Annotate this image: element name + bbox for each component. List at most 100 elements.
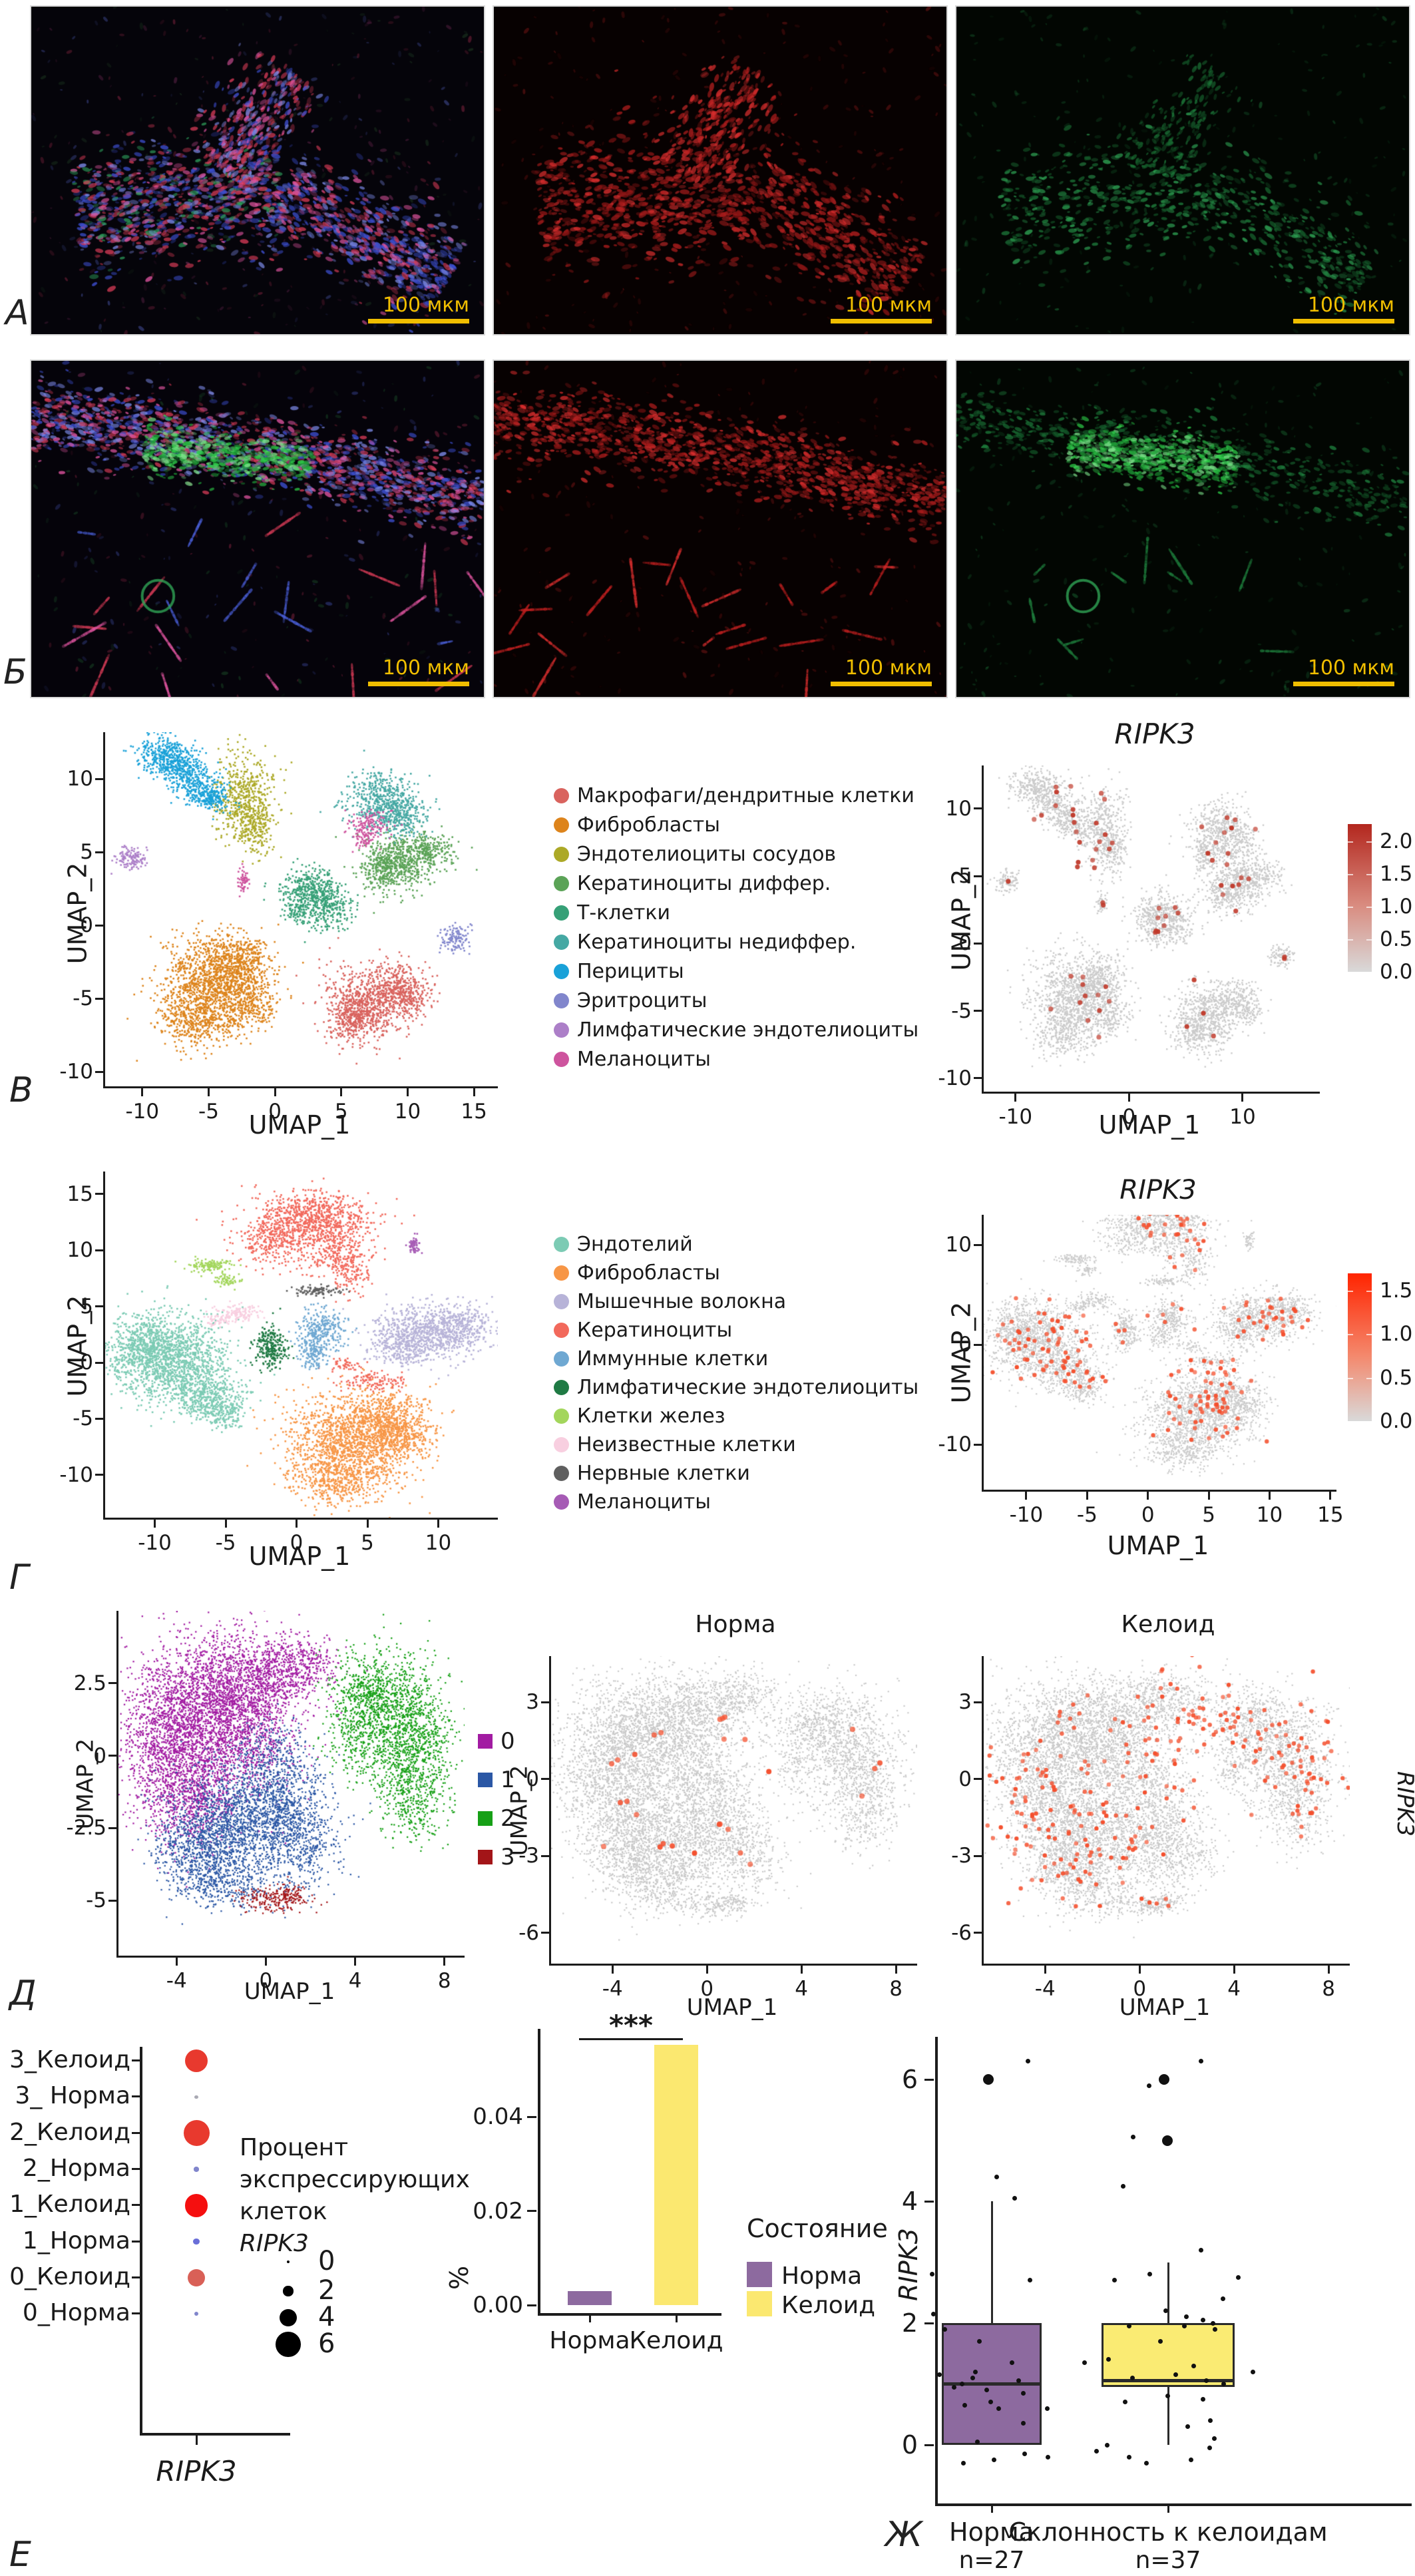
y-tick-label: 0 bbox=[958, 1767, 972, 1791]
dotplot-row-tick bbox=[132, 2312, 141, 2315]
y-tick bbox=[974, 807, 982, 810]
x-tick-label: -10 bbox=[998, 1105, 1033, 1129]
boxplot-x-tick bbox=[1167, 2505, 1169, 2513]
x-tick-label: -10 bbox=[125, 1100, 160, 1124]
boxplot-point bbox=[1130, 2375, 1135, 2380]
barchart-x-tick bbox=[675, 2314, 678, 2322]
boxplot-point bbox=[1184, 2314, 1189, 2320]
legend-dot-swatch bbox=[554, 905, 569, 921]
dotplot-dot bbox=[183, 2120, 210, 2147]
boxplot-point bbox=[1212, 2326, 1217, 2332]
legend-item-label: Фибробласты bbox=[577, 1261, 720, 1285]
y-tick-label: 0 bbox=[958, 1333, 972, 1357]
boxplot-y-axis-label: RIPK3 bbox=[893, 2228, 923, 2301]
y-tick-label: 10 bbox=[945, 796, 972, 821]
boxplot-point bbox=[1104, 2442, 1110, 2448]
colorbar-tick-label: 0.0 bbox=[1380, 960, 1413, 984]
legend-item: Меланоциты bbox=[554, 1048, 918, 1071]
boxplot-point bbox=[1020, 2421, 1026, 2426]
scalebar-label: 100 мкм bbox=[1307, 294, 1394, 317]
y-tick-label: 3 bbox=[958, 1690, 972, 1715]
panel-label-e: Е bbox=[9, 2535, 31, 2575]
x-tick bbox=[1268, 1492, 1271, 1500]
x-tick-label: 15 bbox=[1317, 1503, 1344, 1527]
scalebar bbox=[1293, 319, 1394, 323]
barchart-legend-label: Норма bbox=[781, 2262, 863, 2290]
panel-label-zh: Ж bbox=[885, 2515, 923, 2555]
dotplot-size-label: 6 bbox=[318, 2328, 335, 2359]
y-tick-label: 0 bbox=[80, 913, 93, 938]
scalebar bbox=[368, 319, 469, 323]
boxplot-point bbox=[1026, 2059, 1031, 2064]
x-axis-label: UMAP_1 bbox=[244, 1978, 335, 2005]
y-tick-label: -2.5 bbox=[66, 1816, 107, 1840]
micro-image-b-red: 100 мкм bbox=[493, 359, 948, 698]
legend-item-label: Фибробласты bbox=[577, 813, 720, 837]
significance-line bbox=[579, 2038, 683, 2040]
y-axis-label: UMAP_2 bbox=[63, 862, 93, 965]
boxplot-point bbox=[1208, 2418, 1213, 2423]
boxplot-point bbox=[960, 2382, 965, 2386]
legend-item: Мышечные волокна bbox=[554, 1290, 918, 1313]
legend-dot-swatch bbox=[554, 1237, 569, 1252]
barchart-x-label: Норма bbox=[549, 2327, 630, 2354]
legend-item-label: 2 bbox=[501, 1805, 515, 1832]
dotplot-legend-title-line: клеток bbox=[240, 2198, 327, 2225]
scalebar bbox=[368, 682, 469, 686]
y-tick-label: 5 bbox=[80, 1294, 93, 1319]
y-tick-label: -6 bbox=[951, 1920, 972, 1945]
x-tick bbox=[1025, 1492, 1028, 1500]
barchart-legend-label: Келоид bbox=[781, 2292, 876, 2319]
umap-plot-v-ripk3: -10 0 10 10 5 0 -5 -10 bbox=[938, 765, 1320, 1129]
boxplot-point bbox=[1200, 2396, 1205, 2402]
x-tick bbox=[443, 1958, 446, 1966]
y-tick-label: 10 bbox=[945, 1233, 972, 1257]
boxplot-point bbox=[1082, 2360, 1088, 2365]
legend-dot-swatch bbox=[554, 847, 569, 862]
boxplot-point bbox=[1173, 2372, 1179, 2378]
scatter-canvas bbox=[105, 732, 498, 1086]
barchart-y-tick bbox=[527, 2304, 536, 2306]
x-tick bbox=[224, 1520, 227, 1528]
boxplot-point bbox=[973, 2369, 978, 2374]
colorbar-tick-label: 1.5 bbox=[1380, 862, 1413, 886]
boxplot-whisker-high bbox=[1167, 2262, 1169, 2323]
legend-item-label: 1 bbox=[501, 1767, 515, 1793]
umap-plot-d-clusters: -4 0 4 8 2.5 0 -2.5 -5 bbox=[67, 1611, 465, 1993]
dotplot-dot bbox=[187, 2268, 205, 2286]
umap-plot-g-clusters: -10 -5 0 5 10 15 10 5 0 -5 -10 bbox=[59, 1172, 498, 1555]
barchart-x-label: Келоид bbox=[629, 2327, 723, 2354]
legend-item-label: Нервные клетки bbox=[577, 1462, 750, 1485]
legend-item: Кератиноциты недиффер. bbox=[554, 931, 918, 954]
legend-item-label: Меланоциты bbox=[577, 1490, 711, 1514]
colorbar-notch bbox=[1366, 907, 1372, 908]
x-tick bbox=[340, 1088, 343, 1096]
micro-image-a-red: 100 мкм bbox=[493, 5, 948, 335]
barchart-y-tick-label: 0.02 bbox=[473, 2197, 523, 2225]
legend-item: Иммунные клетки bbox=[554, 1347, 918, 1371]
legend-item: 3 bbox=[478, 1844, 515, 1870]
barchart-y-tick-label: 0.04 bbox=[473, 2103, 523, 2130]
legend-item: Лимфатические эндотелиоциты bbox=[554, 1018, 918, 1042]
y-axis-label: UMAP_2 bbox=[63, 1295, 93, 1397]
boxplot-point bbox=[1127, 2324, 1132, 2329]
colorbar-notch bbox=[1348, 907, 1353, 908]
dotplot-size-dot bbox=[287, 2260, 290, 2263]
boxplot-point bbox=[1046, 2454, 1051, 2460]
panel-label-a: А bbox=[5, 293, 29, 333]
legend-item: Перициты bbox=[554, 960, 918, 983]
legend-square-swatch bbox=[478, 1773, 493, 1787]
micro-canvas bbox=[31, 7, 484, 334]
legend-item-label: Макрофаги/дендритные клетки bbox=[577, 784, 914, 807]
barchart-y-tick bbox=[527, 2210, 536, 2212]
x-tick-label: 10 bbox=[394, 1100, 421, 1124]
x-tick-label: 10 bbox=[425, 1531, 452, 1555]
scalebar bbox=[831, 319, 932, 323]
dotplot-row-tick bbox=[132, 2204, 141, 2207]
boxplot-median bbox=[942, 2382, 1042, 2386]
legend-dot-swatch bbox=[554, 1494, 569, 1510]
legend-square-swatch bbox=[478, 1734, 493, 1749]
barchart-x-tick bbox=[588, 2314, 591, 2322]
x-tick-label: 8 bbox=[889, 1977, 903, 2001]
